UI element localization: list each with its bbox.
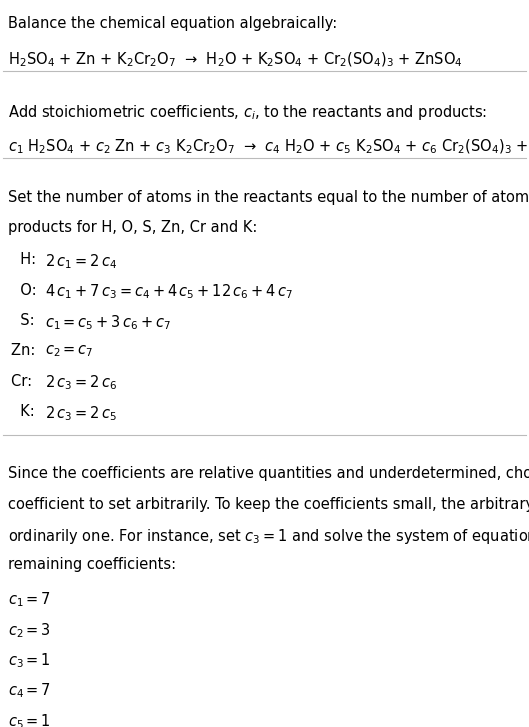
Text: Add stoichiometric coefficients, $c_i$, to the reactants and products:: Add stoichiometric coefficients, $c_i$, … <box>8 103 487 122</box>
Text: $c_2 = 3$: $c_2 = 3$ <box>8 621 51 640</box>
Text: Since the coefficients are relative quantities and underdetermined, choose a: Since the coefficients are relative quan… <box>8 466 529 481</box>
Text: $c_1$ H$_2$SO$_4$ + $c_2$ Zn + $c_3$ K$_2$Cr$_2$O$_7$  →  $c_4$ H$_2$O + $c_5$ K: $c_1$ H$_2$SO$_4$ + $c_2$ Zn + $c_3$ K$_… <box>8 137 529 156</box>
Text: $c_2 = c_7$: $c_2 = c_7$ <box>45 343 94 359</box>
Text: $4\,c_1 + 7\,c_3 = c_4 + 4\,c_5 + 12\,c_6 + 4\,c_7$: $4\,c_1 + 7\,c_3 = c_4 + 4\,c_5 + 12\,c_… <box>45 283 293 301</box>
Text: products for H, O, S, Zn, Cr and K:: products for H, O, S, Zn, Cr and K: <box>8 220 257 236</box>
Text: H:: H: <box>11 252 45 268</box>
Text: K:: K: <box>11 404 43 419</box>
Text: $c_1 = 7$: $c_1 = 7$ <box>8 590 51 609</box>
Text: coefficient to set arbitrarily. To keep the coefficients small, the arbitrary va: coefficient to set arbitrarily. To keep … <box>8 497 529 512</box>
Text: $2\,c_1 = 2\,c_4$: $2\,c_1 = 2\,c_4$ <box>45 252 117 271</box>
Text: remaining coefficients:: remaining coefficients: <box>8 558 176 572</box>
Text: Balance the chemical equation algebraically:: Balance the chemical equation algebraica… <box>8 16 337 31</box>
Text: $2\,c_3 = 2\,c_6$: $2\,c_3 = 2\,c_6$ <box>45 374 117 393</box>
Text: H$_2$SO$_4$ + Zn + K$_2$Cr$_2$O$_7$  →  H$_2$O + K$_2$SO$_4$ + Cr$_2$(SO$_4$)$_3: H$_2$SO$_4$ + Zn + K$_2$Cr$_2$O$_7$ → H$… <box>8 51 463 69</box>
Text: ordinarily one. For instance, set $c_3 = 1$ and solve the system of equations fo: ordinarily one. For instance, set $c_3 =… <box>8 527 529 546</box>
Text: S:: S: <box>11 313 43 328</box>
Text: $c_3 = 1$: $c_3 = 1$ <box>8 651 51 670</box>
Text: Set the number of atoms in the reactants equal to the number of atoms in the: Set the number of atoms in the reactants… <box>8 190 529 205</box>
Text: $2\,c_3 = 2\,c_5$: $2\,c_3 = 2\,c_5$ <box>45 404 117 423</box>
Text: O:: O: <box>11 283 45 297</box>
Text: Cr:: Cr: <box>11 374 41 389</box>
Text: $c_5 = 1$: $c_5 = 1$ <box>8 712 51 727</box>
Text: Zn:: Zn: <box>11 343 44 358</box>
Text: $c_1 = c_5 + 3\,c_6 + c_7$: $c_1 = c_5 + 3\,c_6 + c_7$ <box>45 313 171 332</box>
Text: $c_4 = 7$: $c_4 = 7$ <box>8 682 51 701</box>
